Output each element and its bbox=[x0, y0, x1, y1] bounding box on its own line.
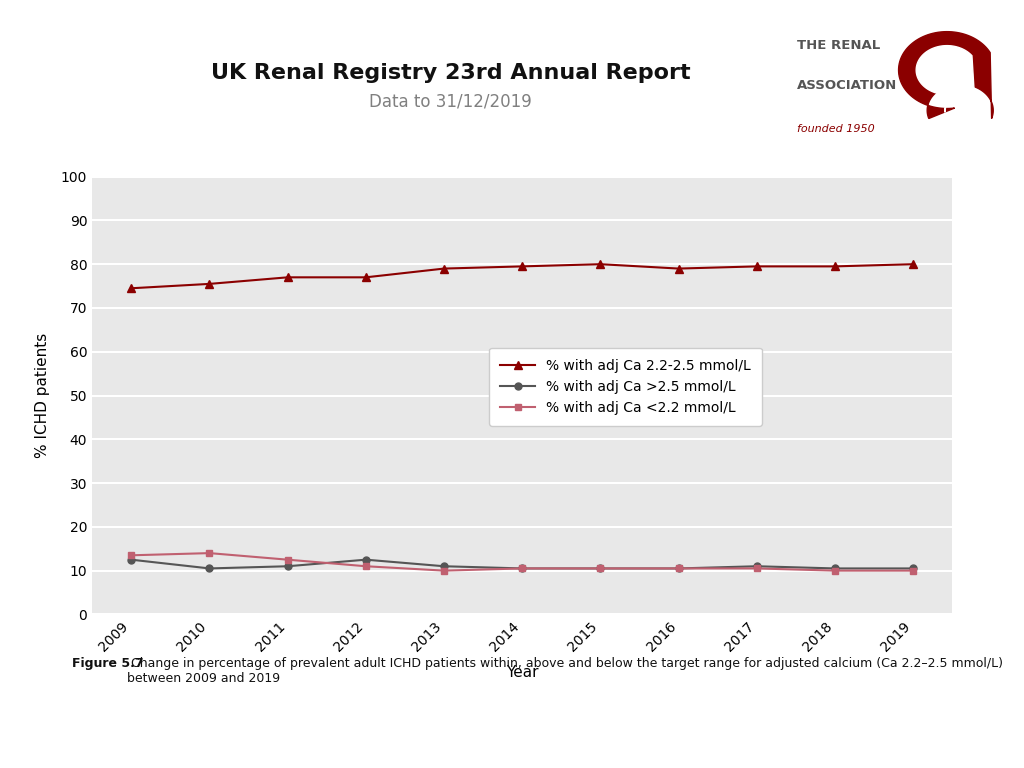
Y-axis label: % ICHD patients: % ICHD patients bbox=[35, 333, 50, 458]
% with adj Ca >2.5 mmol/L bbox=[751, 561, 763, 571]
% with adj Ca <2.2 mmol/L bbox=[594, 564, 606, 573]
% with adj Ca <2.2 mmol/L bbox=[438, 566, 451, 575]
Text: UK Renal Registry 23rd Annual Report: UK Renal Registry 23rd Annual Report bbox=[211, 63, 690, 83]
% with adj Ca >2.5 mmol/L bbox=[282, 561, 294, 571]
% with adj Ca 2.2-2.5 mmol/L bbox=[438, 264, 451, 273]
% with adj Ca >2.5 mmol/L bbox=[907, 564, 920, 573]
% with adj Ca >2.5 mmol/L bbox=[516, 564, 528, 573]
% with adj Ca 2.2-2.5 mmol/L bbox=[125, 283, 137, 293]
% with adj Ca <2.2 mmol/L bbox=[282, 555, 294, 564]
Text: Figure 5.7: Figure 5.7 bbox=[72, 657, 143, 670]
% with adj Ca 2.2-2.5 mmol/L bbox=[594, 260, 606, 269]
% with adj Ca <2.2 mmol/L bbox=[907, 566, 920, 575]
% with adj Ca >2.5 mmol/L bbox=[828, 564, 841, 573]
% with adj Ca >2.5 mmol/L bbox=[125, 555, 137, 564]
% with adj Ca 2.2-2.5 mmol/L bbox=[516, 262, 528, 271]
% with adj Ca 2.2-2.5 mmol/L bbox=[204, 280, 216, 289]
Line: % with adj Ca 2.2-2.5 mmol/L: % with adj Ca 2.2-2.5 mmol/L bbox=[127, 260, 918, 293]
% with adj Ca 2.2-2.5 mmol/L bbox=[359, 273, 372, 282]
% with adj Ca >2.5 mmol/L bbox=[594, 564, 606, 573]
% with adj Ca <2.2 mmol/L bbox=[516, 564, 528, 573]
% with adj Ca 2.2-2.5 mmol/L bbox=[907, 260, 920, 269]
% with adj Ca <2.2 mmol/L bbox=[673, 564, 685, 573]
% with adj Ca 2.2-2.5 mmol/L bbox=[673, 264, 685, 273]
Text: THE RENAL: THE RENAL bbox=[798, 39, 881, 52]
% with adj Ca <2.2 mmol/L bbox=[204, 548, 216, 558]
% with adj Ca <2.2 mmol/L bbox=[751, 564, 763, 573]
Text: Data to 31/12/2019: Data to 31/12/2019 bbox=[370, 92, 531, 111]
Text: founded 1950: founded 1950 bbox=[798, 124, 876, 134]
% with adj Ca >2.5 mmol/L bbox=[359, 555, 372, 564]
Polygon shape bbox=[899, 31, 993, 118]
% with adj Ca 2.2-2.5 mmol/L bbox=[282, 273, 294, 282]
Line: % with adj Ca <2.2 mmol/L: % with adj Ca <2.2 mmol/L bbox=[128, 550, 916, 574]
X-axis label: Year: Year bbox=[506, 665, 539, 680]
Line: % with adj Ca >2.5 mmol/L: % with adj Ca >2.5 mmol/L bbox=[128, 556, 916, 572]
% with adj Ca >2.5 mmol/L bbox=[438, 561, 451, 571]
Legend: % with adj Ca 2.2-2.5 mmol/L, % with adj Ca >2.5 mmol/L, % with adj Ca <2.2 mmol: % with adj Ca 2.2-2.5 mmol/L, % with adj… bbox=[489, 348, 762, 425]
% with adj Ca >2.5 mmol/L bbox=[673, 564, 685, 573]
% with adj Ca 2.2-2.5 mmol/L bbox=[751, 262, 763, 271]
% with adj Ca <2.2 mmol/L bbox=[125, 551, 137, 560]
Text: ASSOCIATION: ASSOCIATION bbox=[798, 79, 898, 92]
% with adj Ca >2.5 mmol/L bbox=[204, 564, 216, 573]
Text: Change in percentage of prevalent adult ICHD patients within, above and below th: Change in percentage of prevalent adult … bbox=[127, 657, 1002, 684]
% with adj Ca 2.2-2.5 mmol/L bbox=[828, 262, 841, 271]
Polygon shape bbox=[916, 45, 976, 112]
% with adj Ca <2.2 mmol/L bbox=[359, 561, 372, 571]
% with adj Ca <2.2 mmol/L bbox=[828, 566, 841, 575]
